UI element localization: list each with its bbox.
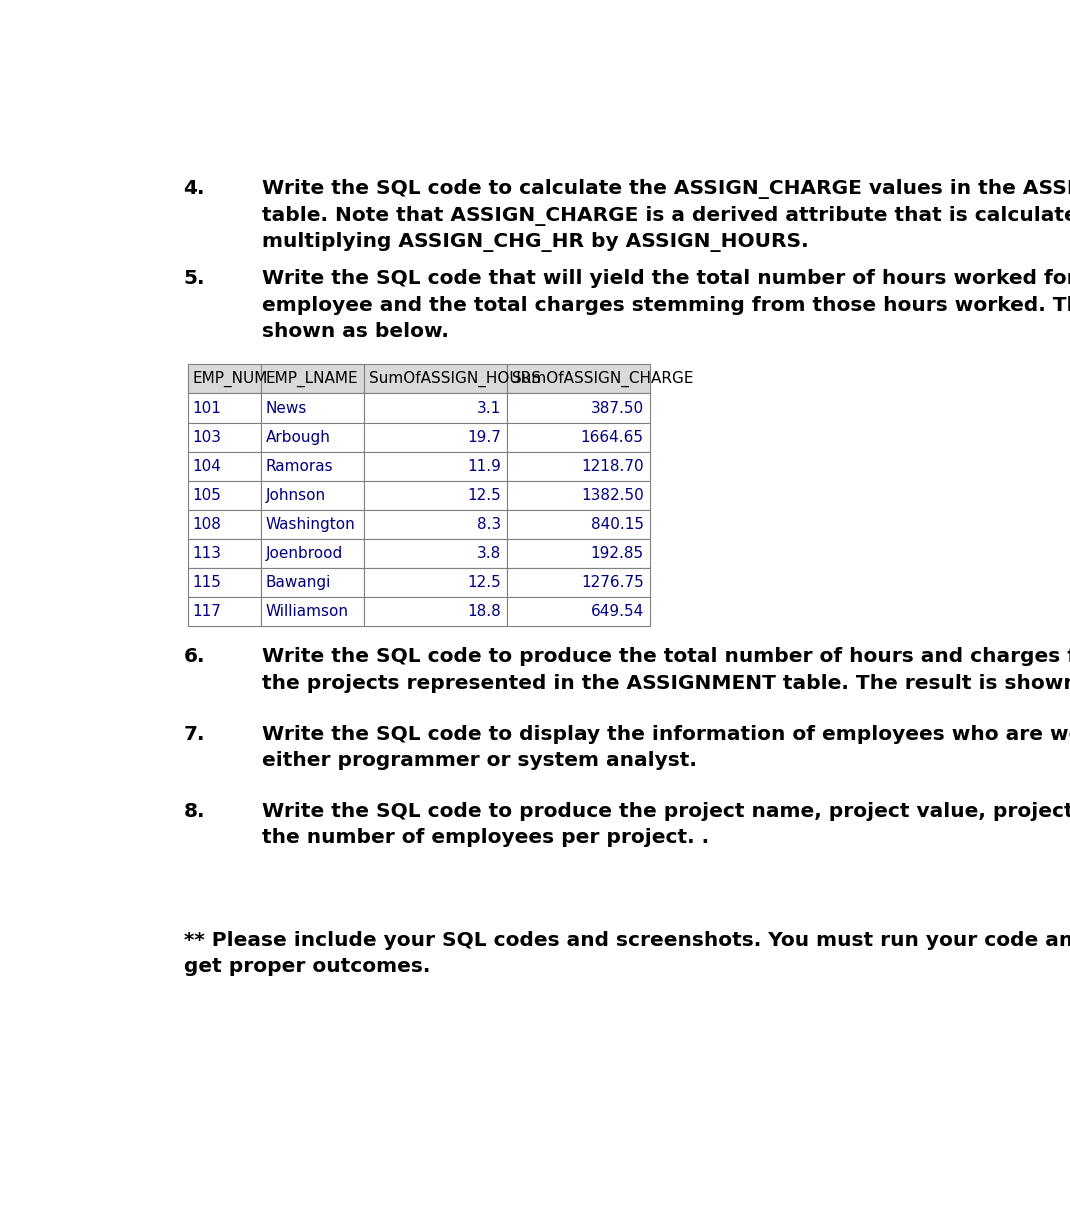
- Bar: [187, 481, 261, 510]
- Bar: [507, 569, 649, 598]
- Text: 4.: 4.: [184, 179, 205, 199]
- Bar: [187, 569, 261, 598]
- Text: the number of employees per project. .: the number of employees per project. .: [262, 828, 709, 847]
- Bar: [364, 365, 507, 394]
- Text: 3.1: 3.1: [477, 400, 501, 416]
- Text: the projects represented in the ASSIGNMENT table. The result is shown as below.: the projects represented in the ASSIGNME…: [262, 673, 1070, 693]
- Text: 6.: 6.: [184, 648, 205, 666]
- Bar: [507, 598, 649, 626]
- Text: Arbough: Arbough: [265, 429, 331, 444]
- Text: 8.3: 8.3: [477, 517, 501, 532]
- Bar: [507, 510, 649, 539]
- Text: 103: 103: [193, 429, 221, 444]
- Text: 115: 115: [193, 576, 221, 590]
- Text: 18.8: 18.8: [468, 604, 501, 620]
- Text: 387.50: 387.50: [591, 400, 644, 416]
- Text: 12.5: 12.5: [468, 488, 501, 503]
- Text: 192.85: 192.85: [591, 547, 644, 561]
- Text: 108: 108: [193, 517, 221, 532]
- Text: SumOfASSIGN_CHARGE: SumOfASSIGN_CHARGE: [511, 371, 693, 387]
- Text: 11.9: 11.9: [468, 459, 501, 473]
- Text: SumOfASSIGN_HOURS: SumOfASSIGN_HOURS: [369, 371, 541, 387]
- Bar: [507, 422, 649, 451]
- Bar: [507, 365, 649, 394]
- Bar: [364, 539, 507, 569]
- Text: EMP_NUM: EMP_NUM: [193, 371, 268, 387]
- Bar: [364, 510, 507, 539]
- Text: Write the SQL code that will yield the total number of hours worked for each: Write the SQL code that will yield the t…: [262, 270, 1070, 288]
- Text: ** Please include your SQL codes and screenshots. You must run your code and: ** Please include your SQL codes and scr…: [184, 931, 1070, 950]
- Text: News: News: [265, 400, 307, 416]
- Text: 7.: 7.: [184, 725, 205, 743]
- Bar: [364, 569, 507, 598]
- Bar: [261, 598, 364, 626]
- Bar: [261, 510, 364, 539]
- Bar: [261, 422, 364, 451]
- Text: multiplying ASSIGN_CHG_HR by ASSIGN_HOURS.: multiplying ASSIGN_CHG_HR by ASSIGN_HOUR…: [262, 232, 809, 251]
- Bar: [261, 394, 364, 422]
- Bar: [364, 394, 507, 422]
- Bar: [364, 481, 507, 510]
- Bar: [507, 451, 649, 481]
- Text: Joenbrood: Joenbrood: [265, 547, 342, 561]
- Text: 1276.75: 1276.75: [581, 576, 644, 590]
- Bar: [187, 539, 261, 569]
- Bar: [507, 481, 649, 510]
- Text: 105: 105: [193, 488, 221, 503]
- Bar: [364, 422, 507, 451]
- Text: 649.54: 649.54: [591, 604, 644, 620]
- Text: Williamson: Williamson: [265, 604, 349, 620]
- Bar: [364, 598, 507, 626]
- Bar: [261, 365, 364, 394]
- Text: either programmer or system analyst.: either programmer or system analyst.: [262, 750, 698, 770]
- Text: Bawangi: Bawangi: [265, 576, 331, 590]
- Text: 104: 104: [193, 459, 221, 473]
- Bar: [187, 510, 261, 539]
- Text: 840.15: 840.15: [591, 517, 644, 532]
- Text: 5.: 5.: [184, 270, 205, 288]
- Text: 1664.65: 1664.65: [581, 429, 644, 444]
- Text: 12.5: 12.5: [468, 576, 501, 590]
- Text: Johnson: Johnson: [265, 488, 325, 503]
- Text: Write the SQL code to produce the project name, project value, project balance a: Write the SQL code to produce the projec…: [262, 802, 1070, 821]
- Text: 113: 113: [193, 547, 221, 561]
- Bar: [261, 569, 364, 598]
- Text: 1218.70: 1218.70: [581, 459, 644, 473]
- Bar: [187, 365, 261, 394]
- Text: Write the SQL code to calculate the ASSIGN_CHARGE values in the ASSIGNMENT: Write the SQL code to calculate the ASSI…: [262, 179, 1070, 199]
- Bar: [364, 451, 507, 481]
- Text: Write the SQL code to display the information of employees who are working as: Write the SQL code to display the inform…: [262, 725, 1070, 743]
- Text: table. Note that ASSIGN_CHARGE is a derived attribute that is calculated by: table. Note that ASSIGN_CHARGE is a deri…: [262, 206, 1070, 226]
- Text: 101: 101: [193, 400, 221, 416]
- Text: 8.: 8.: [184, 802, 205, 821]
- Bar: [261, 539, 364, 569]
- Bar: [261, 481, 364, 510]
- Text: Ramoras: Ramoras: [265, 459, 333, 473]
- Text: Washington: Washington: [265, 517, 355, 532]
- Text: employee and the total charges stemming from those hours worked. The result is: employee and the total charges stemming …: [262, 295, 1070, 315]
- Text: 1382.50: 1382.50: [581, 488, 644, 503]
- Bar: [261, 451, 364, 481]
- Text: get proper outcomes.: get proper outcomes.: [184, 958, 430, 976]
- Bar: [187, 394, 261, 422]
- Text: 19.7: 19.7: [468, 429, 501, 444]
- Text: Write the SQL code to produce the total number of hours and charges for each of: Write the SQL code to produce the total …: [262, 648, 1070, 666]
- Text: 3.8: 3.8: [477, 547, 501, 561]
- Bar: [507, 539, 649, 569]
- Text: 117: 117: [193, 604, 221, 620]
- Text: shown as below.: shown as below.: [262, 322, 449, 342]
- Bar: [187, 451, 261, 481]
- Bar: [507, 394, 649, 422]
- Text: EMP_LNAME: EMP_LNAME: [265, 371, 358, 387]
- Bar: [187, 422, 261, 451]
- Bar: [187, 598, 261, 626]
